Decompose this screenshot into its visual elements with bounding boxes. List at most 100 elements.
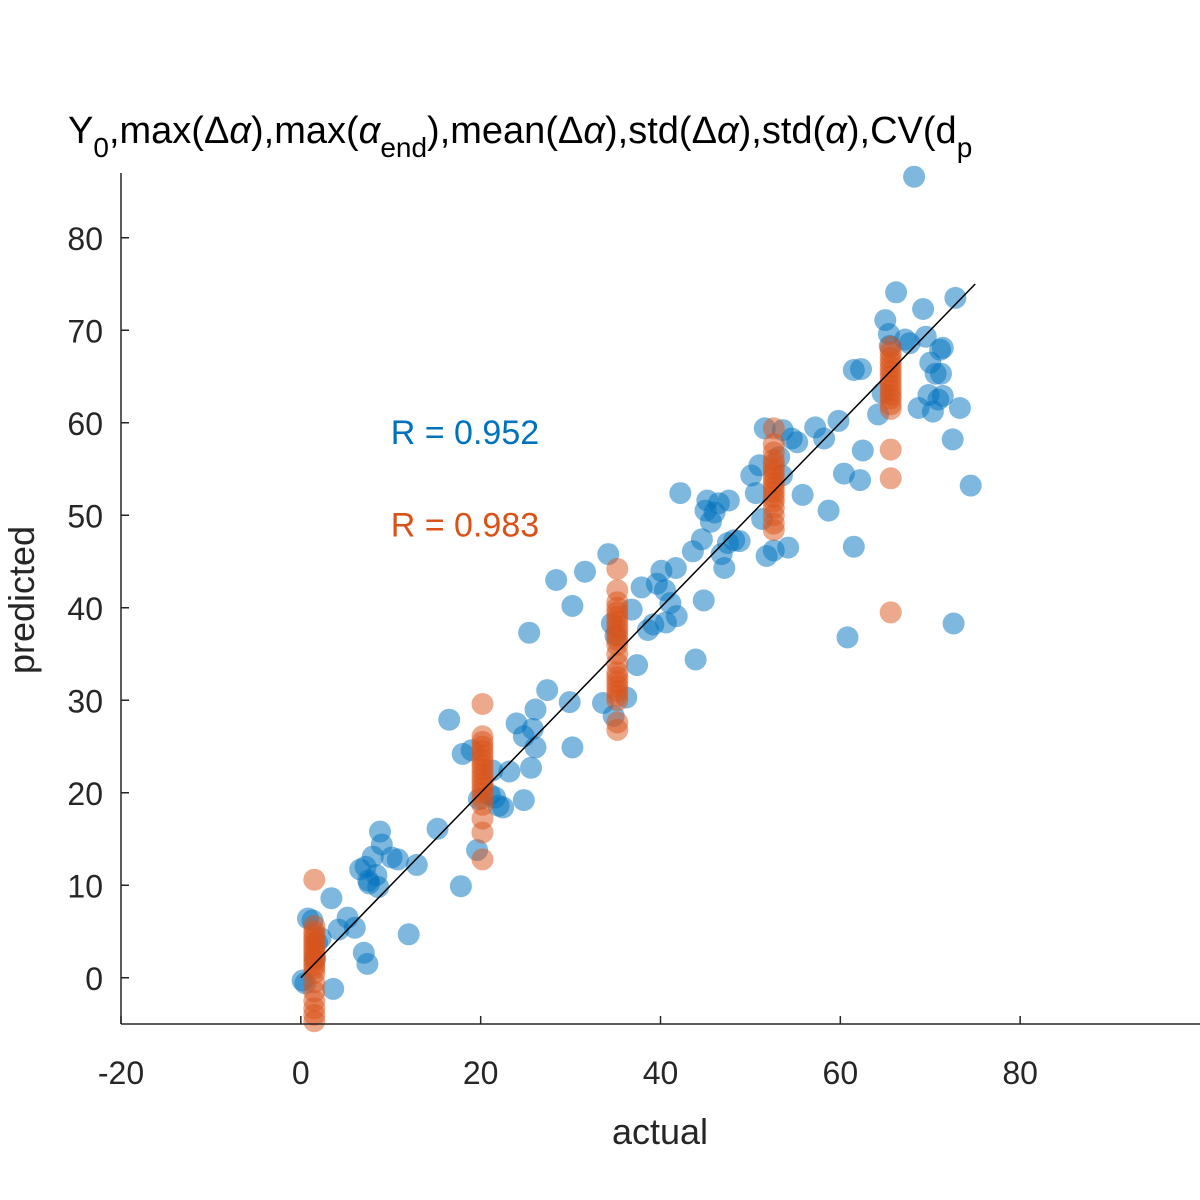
chart-title: Y0,max(Δα),max(αend),mean(Δα),std(Δα),st… [68,110,972,163]
scatter-point [717,489,740,512]
title-part: end [380,132,427,163]
scatter-point [842,535,865,558]
scatter-point [879,397,902,420]
scatter-point [827,409,850,432]
x-axis-label: actual [612,1111,708,1152]
y-tick-label: 50 [67,498,103,534]
scatter-point [879,467,902,490]
scatter-point [520,756,542,779]
scatter-point [322,977,345,1000]
title-part: ),max( [251,110,359,152]
x-tick-label: 40 [643,1055,679,1091]
title-part: α [717,110,740,152]
r-value-annotation: R = 0.952 [391,414,539,452]
scatter-point [762,417,785,440]
title-part: 0 [93,132,109,163]
scatter-point [851,439,874,462]
title-part: α [229,110,252,152]
y-tick-label: 40 [67,591,103,627]
scatter-point [606,718,629,741]
scatter-point [879,601,902,624]
x-tick-label: -20 [98,1055,144,1091]
scatter-point [356,952,379,975]
x-tick-label: 60 [823,1055,859,1091]
y-tick-label: 30 [67,683,103,719]
title-part: α [359,110,382,152]
scatter-point [303,1010,326,1033]
title-part: α [583,110,606,152]
scatter-point [386,848,409,871]
scatter-point [606,557,629,580]
scatter-point [692,589,715,612]
x-tick-label: 80 [1002,1055,1038,1091]
title-part: ,max(Δ [109,110,229,152]
scatter-point [512,789,535,812]
x-tick-label: 20 [463,1055,499,1091]
y-tick-label: 70 [67,313,103,349]
scatter-point [561,736,584,759]
scatter-point [879,438,902,461]
scatter-point [303,868,326,891]
scatter-point [471,693,494,715]
scatter-point [626,654,649,677]
scatter-point [367,876,390,899]
scatter-point [574,560,596,583]
scatter-point [690,528,713,551]
scatter-point [959,474,982,497]
scatter-point [791,483,814,506]
scatter-point [885,281,908,304]
title-part: ),CV(d [847,110,957,152]
scatter-point [665,605,688,628]
scatter-point [744,482,767,505]
title-part: p [957,132,973,163]
scatter-point [536,679,559,702]
y-tick-label: 20 [67,776,103,812]
scatter-point [728,530,751,553]
scatter-point [914,325,937,348]
scatter-point [912,298,935,320]
scatter-point [343,916,366,939]
r-value-annotation: R = 0.983 [391,507,539,545]
ticks-layer: -20 0 20 40 60 80 0 10 20 30 40 50 60 70 80 [67,221,1038,1091]
scatter-point [521,717,544,740]
scatter-point [817,499,840,522]
title-part: Y [68,110,93,152]
scatter-point [518,621,541,644]
scatter-point [471,821,494,844]
scatter-point [849,469,872,492]
scatter-point [397,923,420,946]
scatter-point [762,519,785,541]
title-part: α [825,110,848,152]
scatter-point [524,736,547,759]
y-tick-label: 10 [67,868,103,904]
title-part: ),std(Δ [605,110,717,152]
y-tick-label: 60 [67,406,103,442]
scatter-point [948,397,971,419]
scatter-point [931,336,954,359]
y-axis-label: predicted [1,526,42,674]
x-tick-label: 0 [292,1055,310,1091]
scatter-point [669,482,692,505]
scatter-point [786,431,809,454]
reference-line [300,283,976,979]
scatter-point [492,796,515,819]
scatter-point [426,817,449,840]
scatter-point [561,594,584,617]
title-part: ),std( [739,110,826,152]
scatter-point [664,557,687,579]
scatter-point [449,875,472,898]
scatter-point [684,648,707,671]
y-tick-label: 0 [85,961,103,997]
scatter-point [606,689,629,712]
reference-line-layer [300,283,976,979]
scatter-point [777,536,800,559]
scatter-point [405,853,428,876]
scatter-point [836,626,859,649]
scatter-point [438,708,461,731]
scatter-point [320,887,343,910]
scatter-point [850,358,872,381]
y-tick-label: 80 [67,221,103,257]
title-part: ),mean(Δ [427,110,583,152]
